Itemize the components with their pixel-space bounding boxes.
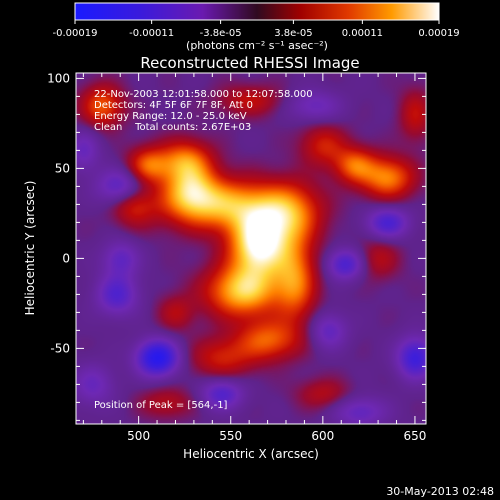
colorbar-label: (photons cm⁻² s⁻¹ asec⁻²) (186, 39, 328, 52)
annotation-energy: Energy Range: 12.0 - 25.0 keV (94, 111, 247, 122)
x-axis-label: Heliocentric X (arcsec) (183, 447, 319, 461)
x-tick-label: 650 (403, 429, 426, 443)
colorbar-tick-label: -0.00011 (129, 28, 174, 39)
x-tick-label: 550 (219, 429, 242, 443)
timestamp-footer: 30-May-2013 02:48 (386, 485, 494, 498)
y-axis-label: Heliocentric Y (arcsec) (23, 181, 37, 316)
y-tick-label: 100 (47, 71, 70, 85)
heatmap-image (76, 73, 426, 424)
annotation-time: 22-Nov-2003 12:01:58.000 to 12:07:58.000 (94, 89, 313, 100)
colorbar-tick-label: -0.00019 (53, 28, 98, 39)
colorbar-tick-label: 0.00011 (342, 28, 383, 39)
y-tick-label: -50 (50, 341, 70, 355)
x-axis: 500 550 600 650 (82, 73, 426, 443)
peak-position-label: Position of Peak = [564,-1] (94, 400, 228, 411)
chart-title: Reconstructed RHESSI Image (140, 54, 359, 72)
colorbar-tick-label: 0.00019 (418, 28, 459, 39)
plot-frame (75, 72, 427, 425)
colorbar-tick-label: 3.8e-05 (274, 28, 312, 39)
x-tick-label: 600 (311, 429, 334, 443)
x-tick-label: 500 (127, 429, 150, 443)
colorbar (74, 2, 440, 21)
colorbar-ticks: -0.00019 -0.00011 -3.8e-05 3.8e-05 0.00011 0.… (53, 20, 460, 39)
y-tick-label: 50 (55, 161, 70, 175)
y-tick-label: 0 (62, 251, 70, 265)
y-axis: -50 0 50 100 (47, 71, 426, 421)
annotation-detectors: Detectors: 4F 5F 6F 7F 8F, Att 0 (94, 100, 253, 111)
annotation-clean: Clean Total counts: 2.67E+03 (94, 122, 251, 133)
colorbar-tick-label: -3.8e-05 (200, 28, 242, 39)
